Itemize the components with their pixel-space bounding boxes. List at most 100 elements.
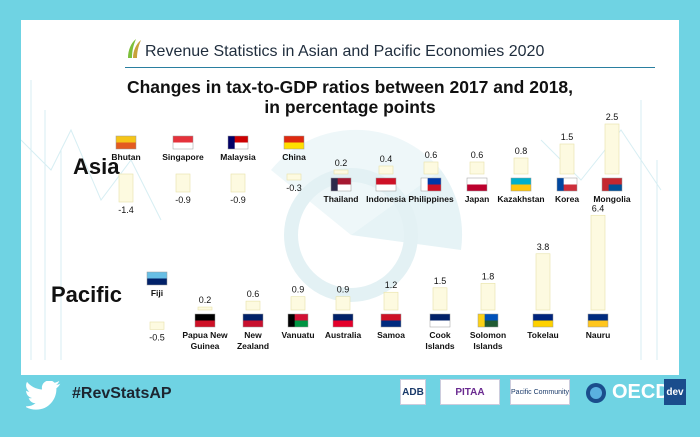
category-label-japan: Japan: [465, 194, 490, 204]
flag-icon-new-zealand: [242, 313, 264, 328]
flag-icon-bhutan: [115, 135, 137, 150]
header-title: Revenue Statistics in Asian and Pacific …: [145, 43, 545, 60]
value-label-australia: 0.9: [337, 285, 350, 295]
flag-icon-nauru: [587, 313, 609, 328]
flag-icon-mongolia: [601, 177, 623, 192]
value-label-new-zealand: 0.6: [247, 289, 260, 299]
value-label-mongolia: 2.5: [606, 112, 619, 122]
category-label-indonesia: Indonesia: [366, 194, 406, 204]
bar-pacific-new-zealand: [245, 300, 261, 311]
oecd-logo-text: OECD: [612, 381, 670, 403]
flag-icon-philippines: [420, 177, 442, 192]
category-label-nauru: Nauru: [586, 330, 611, 340]
value-label-indonesia: 0.4: [380, 154, 393, 164]
value-label-nauru: 6.4: [592, 203, 605, 213]
hashtag: #RevStatsAP: [72, 385, 172, 402]
bar-pacific-fiji: [149, 321, 165, 330]
category-label-bhutan: Bhutan: [111, 152, 140, 162]
footer: #RevStatsAP ADB PITAA Pacific Community …: [0, 375, 700, 437]
region-label-asia: Asia: [73, 154, 120, 179]
category-label-mongolia: Mongolia: [593, 194, 631, 204]
chart-subtitle: in percentage points: [264, 97, 436, 117]
bar-asia-malaysia: [230, 173, 246, 193]
flag-icon-kazakhstan: [510, 177, 532, 192]
bar-pacific-tokelau: [535, 253, 551, 311]
pacific-community-logo: Pacific Community: [510, 379, 570, 405]
bar-asia-indonesia: [378, 165, 394, 175]
flag-icon-korea: [556, 177, 578, 192]
chart-title: Changes in tax-to-GDP ratios between 201…: [126, 77, 574, 97]
bar-pacific-nauru: [590, 214, 606, 311]
bar-asia-thailand: [333, 169, 349, 175]
flag-icon-china: [283, 135, 305, 150]
bar-asia-china: [286, 173, 302, 181]
category-label-cook-islands: Cook Islands: [425, 330, 455, 351]
bar-pacific-papua-new-guinea: [197, 306, 213, 311]
bar-chart: -1.4 Bhutan -0.9 Singapore -0.9 Malaysia -0.3 C…: [111, 112, 631, 351]
category-label-new-zealand: New Zealand: [237, 330, 269, 351]
category-label-vanuatu: Vanuatu: [281, 330, 314, 340]
flag-icon-japan: [466, 177, 488, 192]
oecd-globe-icon: [586, 383, 606, 403]
category-label-solomon-islands: Solomon Islands: [470, 330, 506, 351]
pitaa-logo: PITAA: [440, 379, 500, 405]
category-label-kazakhstan: Kazakhstan: [497, 194, 544, 204]
flag-icon-solomon-islands: [477, 313, 499, 328]
header-divider: [125, 67, 655, 68]
flag-icon-malaysia: [227, 135, 249, 150]
value-label-singapore: -0.9: [175, 195, 191, 205]
value-label-cook-islands: 1.5: [434, 276, 447, 286]
bar-asia-kazakhstan: [513, 157, 529, 175]
category-label-malaysia: Malaysia: [220, 152, 256, 162]
bar-pacific-cook-islands: [432, 287, 448, 311]
flag-icon-samoa: [380, 313, 402, 328]
value-label-samoa: 1.2: [385, 280, 398, 290]
dev-centre-logo: dev: [664, 379, 686, 405]
value-label-tokelau: 3.8: [537, 242, 550, 252]
bar-asia-korea: [559, 143, 575, 175]
value-label-fiji: -0.5: [149, 332, 165, 342]
flag-icon-thailand: [330, 177, 352, 192]
twitter-bird-icon[interactable]: [26, 381, 62, 411]
flag-icon-singapore: [172, 135, 194, 150]
region-label-pacific: Pacific: [51, 282, 122, 307]
flag-icon-papua-new-guinea: [194, 313, 216, 328]
value-label-china: -0.3: [286, 183, 302, 193]
value-label-kazakhstan: 0.8: [515, 146, 528, 156]
value-label-korea: 1.5: [561, 132, 574, 142]
bar-pacific-vanuatu: [290, 296, 306, 311]
content-panel: Revenue Statistics in Asian and Pacific …: [21, 20, 679, 375]
category-label-tokelau: Tokelau: [527, 330, 559, 340]
category-label-philippines: Philippines: [408, 194, 454, 204]
value-label-philippines: 0.6: [425, 150, 438, 160]
category-label-fiji: Fiji: [151, 288, 163, 298]
bar-pacific-solomon-islands: [480, 283, 496, 311]
flag-icon-cook-islands: [429, 313, 451, 328]
flag-icon-tokelau: [532, 313, 554, 328]
bar-pacific-australia: [335, 296, 351, 311]
category-label-china: China: [282, 152, 306, 162]
value-label-papua-new-guinea: 0.2: [199, 295, 212, 305]
bar-asia-japan: [469, 161, 485, 175]
category-label-australia: Australia: [325, 330, 362, 340]
category-label-papua-new-guinea: Papua New Guinea: [182, 330, 228, 351]
value-label-vanuatu: 0.9: [292, 285, 305, 295]
bar-pacific-samoa: [383, 291, 399, 311]
category-label-thailand: Thailand: [324, 194, 359, 204]
bar-asia-philippines: [423, 161, 439, 175]
value-label-bhutan: -1.4: [118, 205, 134, 215]
category-label-korea: Korea: [555, 194, 579, 204]
category-label-singapore: Singapore: [162, 152, 204, 162]
value-label-solomon-islands: 1.8: [482, 271, 495, 281]
flag-icon-vanuatu: [287, 313, 309, 328]
category-label-samoa: Samoa: [377, 330, 405, 340]
adb-logo: ADB: [400, 379, 426, 405]
flag-icon-fiji: [146, 271, 168, 286]
value-label-malaysia: -0.9: [230, 195, 246, 205]
oecd-leaf-logo-icon: [128, 39, 141, 58]
bar-asia-singapore: [175, 173, 191, 193]
value-label-thailand: 0.2: [335, 158, 348, 168]
bar-asia-mongolia: [604, 123, 620, 175]
flag-icon-indonesia: [375, 177, 397, 192]
